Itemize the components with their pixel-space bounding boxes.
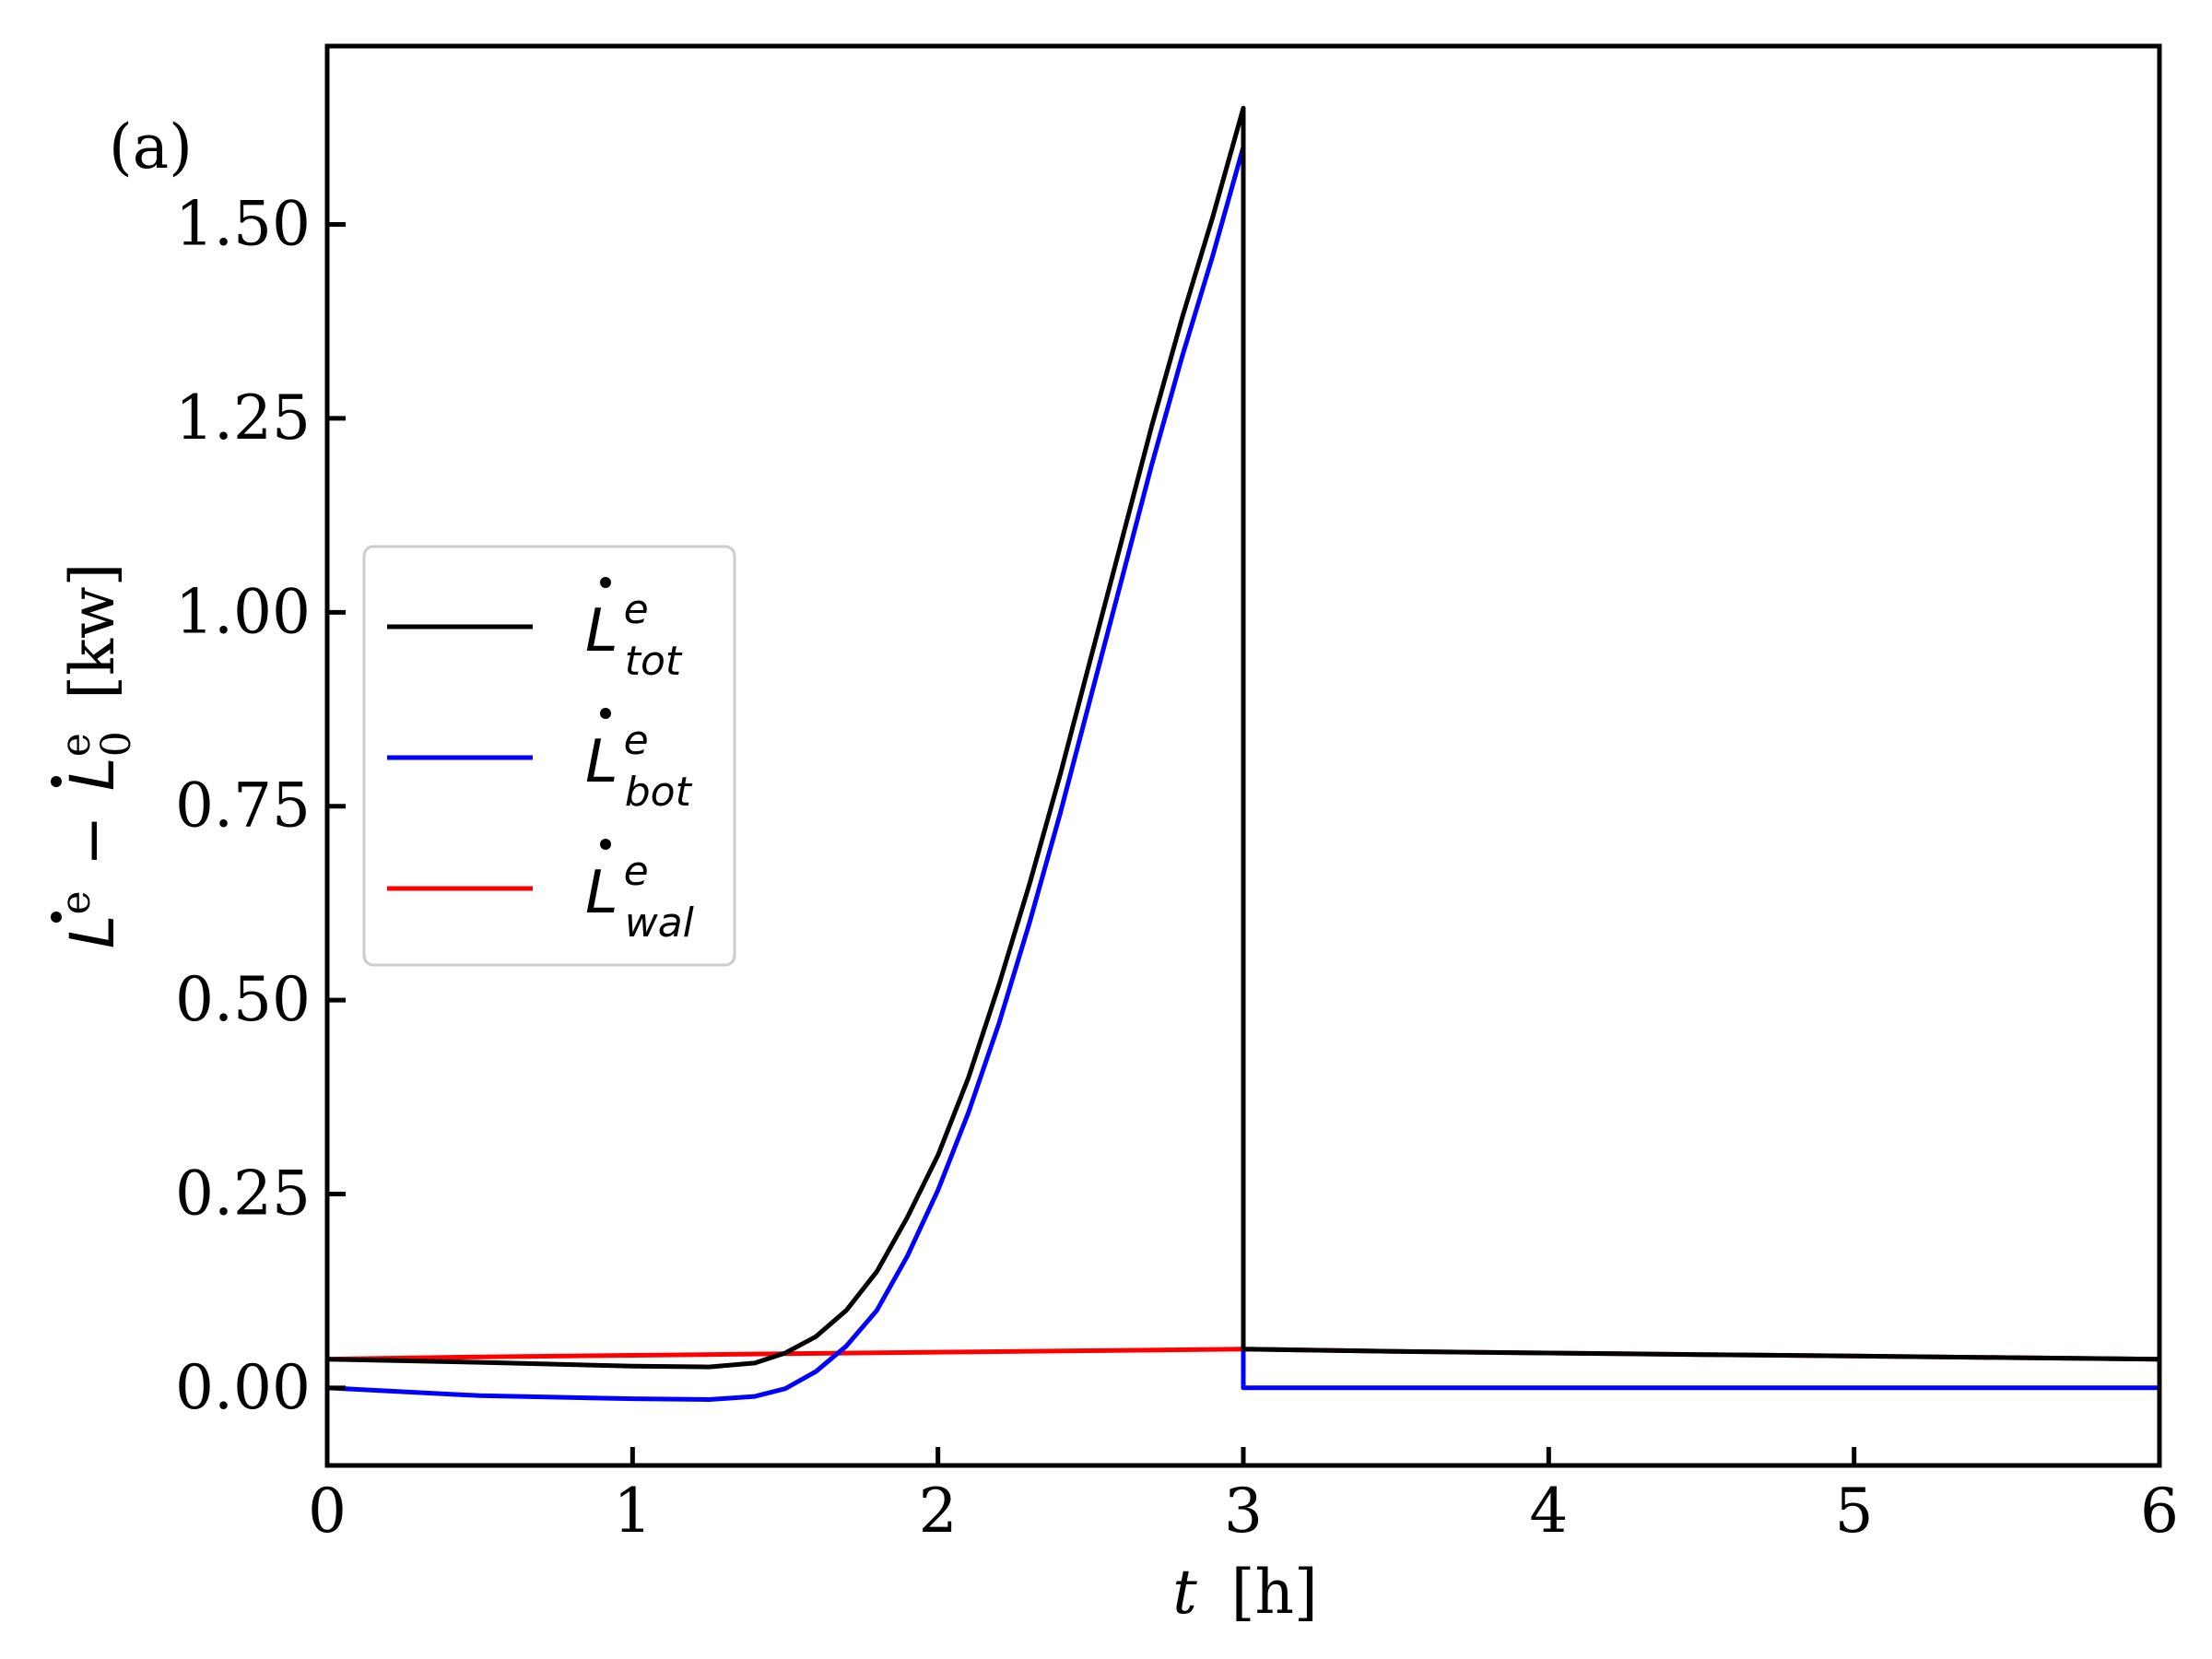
x-tick-label: 6 [2140, 1476, 2179, 1547]
x-tick-label: 1 [613, 1476, 652, 1547]
x-axis-var: t [1172, 1557, 1197, 1628]
y-tick-label: 0.00 [175, 1352, 311, 1423]
y-tick-label: 0.25 [175, 1158, 311, 1229]
series-line-bot [326, 144, 2159, 1402]
y-tick-label: 0.50 [175, 964, 311, 1035]
x-tick-label: 0 [308, 1476, 347, 1547]
x-tick-label: 4 [1529, 1476, 1568, 1547]
x-tick-label: 5 [1835, 1476, 1874, 1547]
x-axis-unit: [h] [1231, 1557, 1318, 1628]
svg-text:Le − Le0 [kw: Le − Le0 [kw] [36, 563, 144, 948]
series-line-tot [326, 105, 2160, 1370]
legend-frame [362, 545, 736, 967]
y-tick-label: 0.75 [175, 771, 311, 841]
panel-label: (a) [109, 112, 193, 182]
ticks-layer: 0 1 2 3 4 5 6 0.00 0.25 0.50 0.75 1.00 1.25 1.50 [175, 189, 2179, 1547]
y-tick-label: 1.25 [175, 382, 311, 453]
x-axis-title: t [h] [1172, 1557, 1318, 1628]
x-tick-label: 3 [1224, 1476, 1263, 1547]
x-tick-label: 2 [919, 1476, 958, 1547]
y-axis-title: Le − Le0 [kw] [36, 563, 144, 948]
y-tick-label: 1.50 [175, 189, 311, 260]
y-tick-label: 1.00 [175, 576, 311, 647]
series-layer [326, 105, 2160, 1402]
y-axis-unit: [kw] [57, 563, 128, 700]
